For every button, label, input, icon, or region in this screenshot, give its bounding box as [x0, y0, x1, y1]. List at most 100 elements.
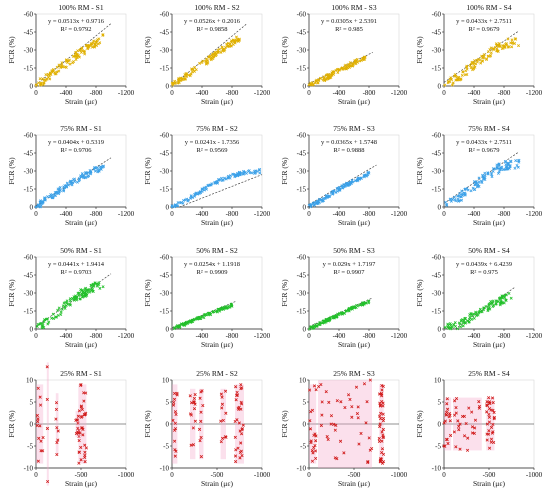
data-point	[55, 65, 59, 69]
data-point	[473, 187, 477, 191]
data-point	[192, 396, 197, 401]
data-point	[83, 287, 87, 291]
data-point	[51, 193, 55, 197]
x-axis-label: Strain (με)	[473, 218, 505, 227]
data-point	[221, 418, 225, 423]
data-point	[77, 409, 81, 413]
data-point	[314, 434, 318, 438]
data-point	[46, 479, 50, 484]
x-tick-label: 0	[170, 89, 174, 97]
data-point	[445, 410, 449, 414]
data-point	[231, 38, 235, 42]
data-point	[340, 184, 344, 188]
x-tick-label: -1200	[118, 89, 135, 97]
data-point	[238, 450, 242, 455]
data-point	[319, 382, 323, 387]
data-point	[65, 181, 69, 185]
scatter-haze	[444, 397, 452, 451]
y-axis-label: FCR (%)	[280, 410, 289, 438]
x-tick-label: -400	[60, 89, 73, 97]
data-point	[326, 77, 330, 81]
y-tick-label: -10	[297, 465, 307, 473]
data-point	[491, 299, 495, 303]
data-point	[461, 70, 465, 74]
data-point	[203, 59, 207, 63]
y-tick-label: -10	[432, 465, 442, 473]
data-point	[314, 456, 318, 461]
equation-label: y = 0.0441x + 1.9414	[48, 261, 105, 268]
data-point	[199, 419, 203, 423]
scatter-haze	[36, 384, 44, 464]
data-point	[178, 325, 182, 329]
data-point	[76, 421, 80, 425]
data-point	[456, 419, 460, 423]
data-point	[95, 282, 99, 286]
y-tick-label: -30	[160, 168, 170, 176]
data-point	[448, 77, 452, 81]
y-tick-label: 0	[166, 83, 170, 91]
y-tick-label: -45	[24, 29, 34, 37]
data-point	[192, 400, 196, 405]
data-point	[211, 310, 215, 314]
data-point	[380, 399, 384, 404]
data-point	[481, 173, 485, 177]
y-axis-label: FCR (%)	[143, 36, 152, 64]
data-point	[313, 443, 317, 448]
data-point	[381, 427, 385, 432]
data-point	[81, 49, 85, 53]
y-tick-label: -15	[160, 186, 170, 194]
x-tick-label: -1200	[254, 210, 271, 218]
y-tick-label: -15	[432, 65, 442, 73]
data-point	[74, 51, 78, 55]
data-point	[193, 402, 197, 406]
data-point	[466, 188, 470, 192]
data-point	[63, 184, 67, 188]
data-point	[444, 437, 449, 441]
data-point	[361, 56, 365, 60]
data-point	[498, 301, 502, 305]
data-point	[333, 456, 337, 460]
data-point	[235, 39, 239, 43]
data-point	[77, 55, 81, 59]
trend-line	[35, 23, 112, 86]
trend-line	[443, 151, 520, 204]
chart-title: 75% RM - S4	[468, 124, 510, 133]
data-point	[510, 38, 514, 42]
data-point	[47, 320, 51, 324]
data-point	[472, 316, 476, 320]
data-point	[55, 452, 59, 457]
data-point	[199, 410, 203, 414]
data-point	[334, 423, 338, 427]
data-point	[231, 43, 235, 47]
data-point	[312, 433, 316, 437]
data-point	[453, 399, 457, 403]
data-point	[77, 461, 81, 465]
data-point	[492, 440, 496, 445]
data-point	[190, 67, 194, 71]
data-point	[225, 42, 229, 46]
data-point	[170, 205, 174, 209]
data-point	[42, 320, 46, 324]
data-point	[64, 300, 68, 304]
data-point	[327, 76, 331, 80]
data-point	[477, 310, 481, 314]
data-point	[234, 448, 238, 452]
data-point	[240, 432, 244, 436]
data-point	[378, 417, 383, 421]
data-point	[71, 297, 75, 301]
chart-panel: 25% RM - S4 -10 -5 0 5 10 0 -500 -1000 Strain (με…	[415, 369, 543, 488]
data-point	[188, 412, 193, 416]
data-point	[309, 410, 313, 414]
data-point	[466, 436, 470, 440]
x-axis-label: Strain (με)	[338, 479, 370, 488]
x-tick-label: 0	[34, 471, 38, 479]
data-point	[356, 416, 360, 420]
data-point	[314, 388, 318, 392]
data-point	[478, 307, 482, 311]
data-point	[54, 315, 58, 319]
data-point	[456, 327, 460, 331]
y-tick-label: 0	[303, 421, 307, 429]
x-axis-label: Strain (με)	[338, 340, 370, 349]
data-point	[517, 44, 521, 48]
data-point	[473, 183, 477, 187]
